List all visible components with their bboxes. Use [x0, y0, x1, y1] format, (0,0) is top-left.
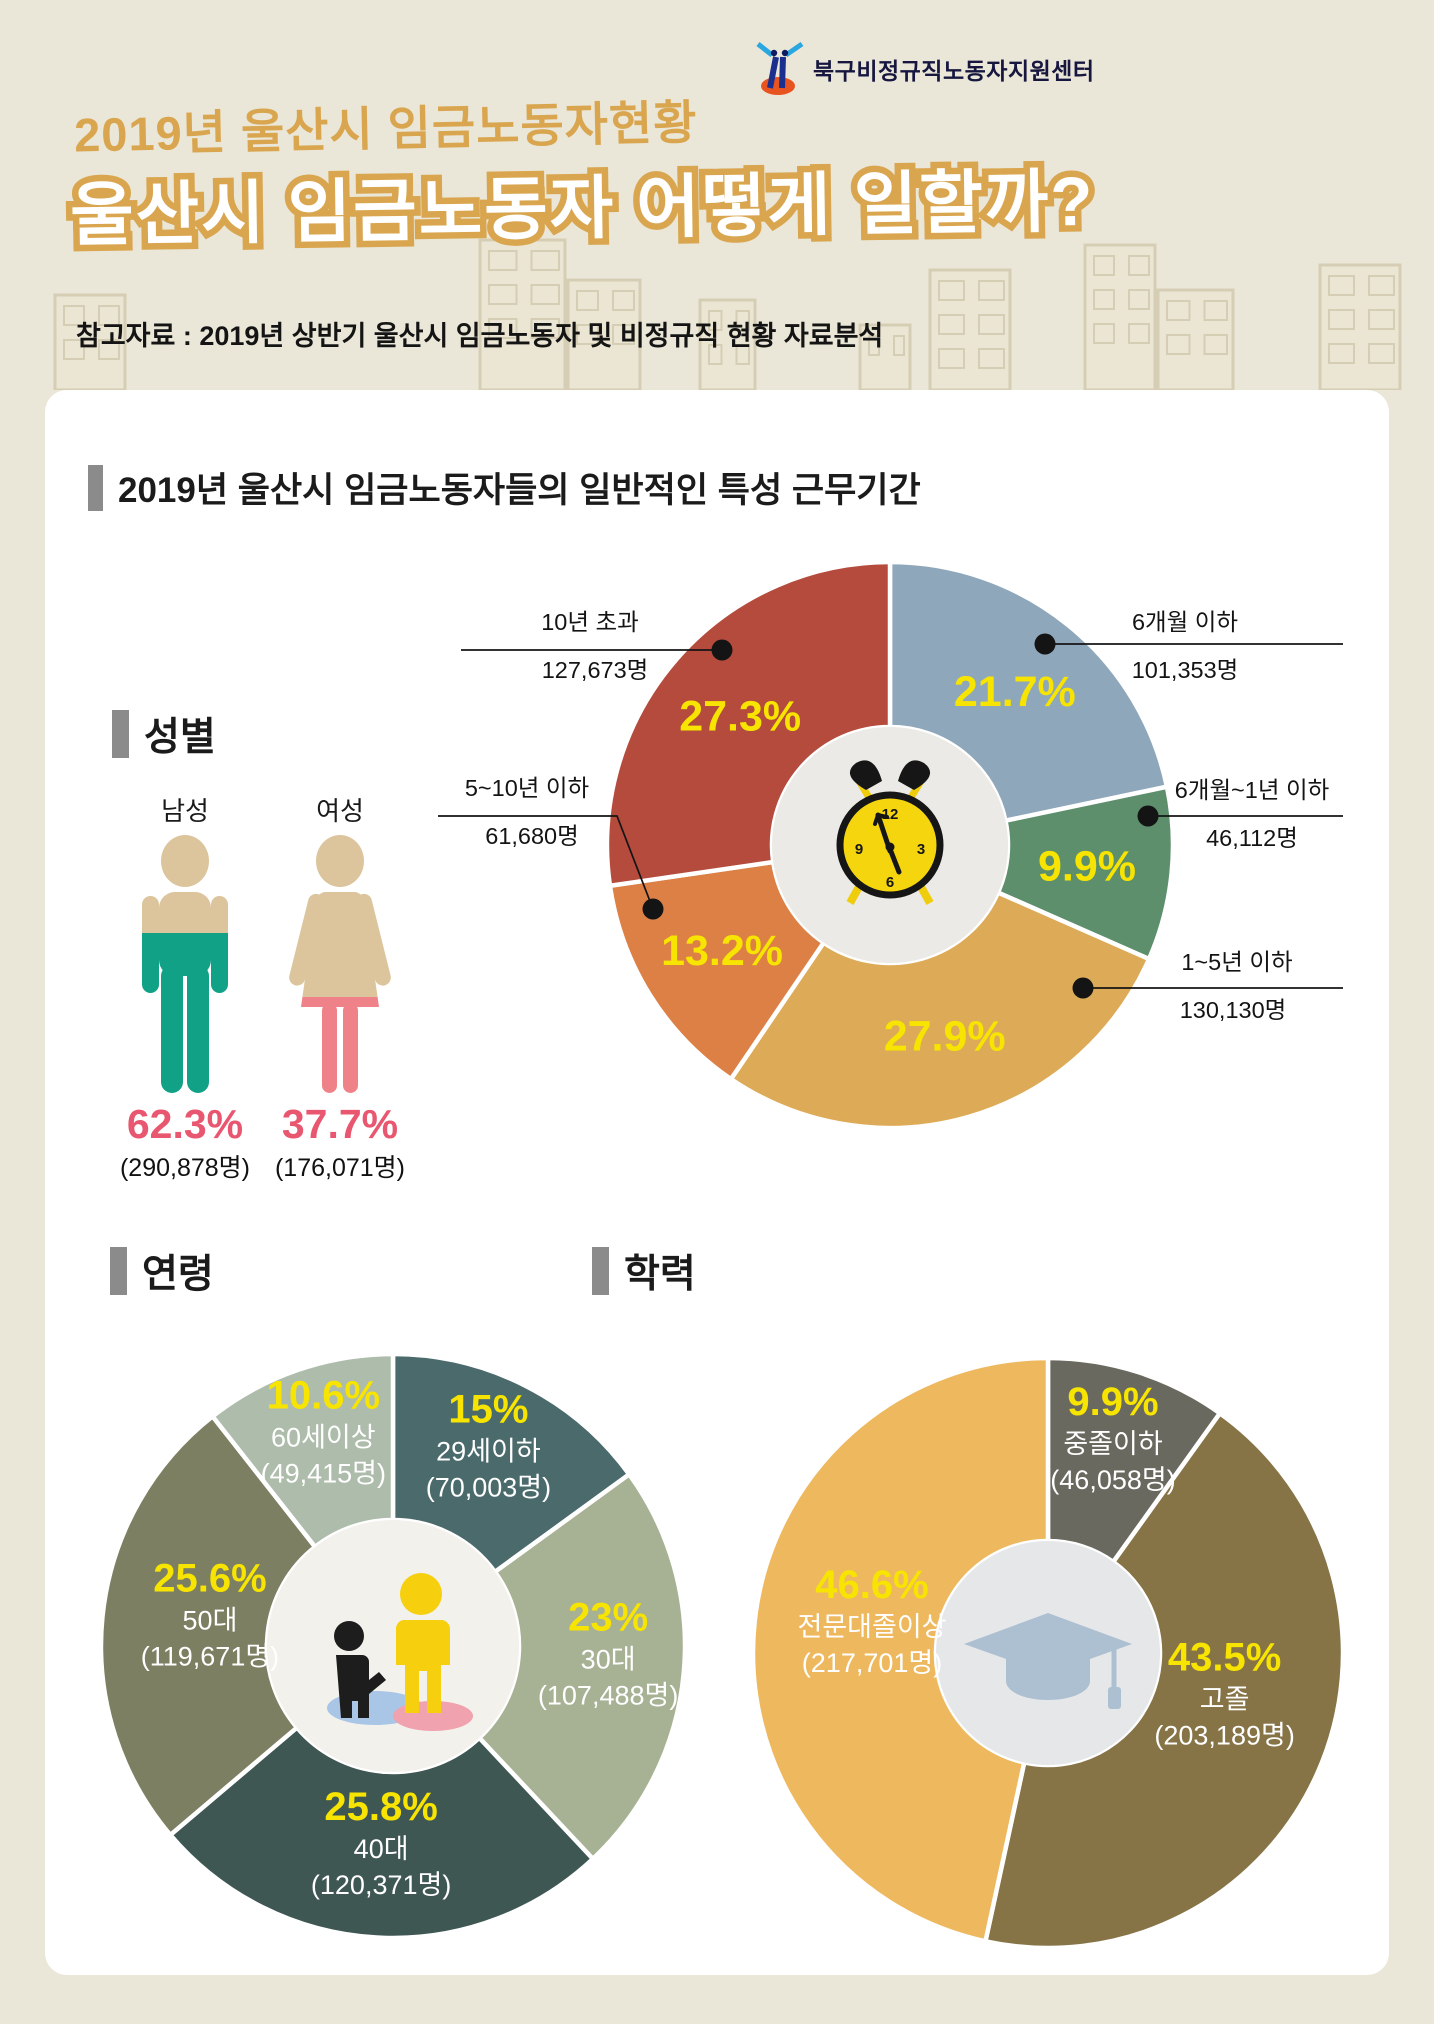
age-pct-2: 25.8%: [324, 1785, 437, 1829]
duration-callout-label-2: 1~5년 이하: [1181, 949, 1292, 975]
duration-callout-label-1: 6개월~1년 이하: [1175, 777, 1330, 803]
duration-callout-label-3: 5~10년 이하: [465, 775, 589, 801]
section-bar-icon: [112, 710, 129, 758]
age-pct-0: 15%: [448, 1388, 528, 1432]
section-bar-icon: [88, 464, 103, 511]
gender-label-1: 여성: [316, 796, 364, 826]
duration-pct-0: 21.7%: [954, 668, 1076, 716]
skyline-building: [1156, 288, 1235, 390]
age-pct-4: 10.6%: [267, 1374, 380, 1418]
skyline-building: [1083, 243, 1157, 390]
age-count-0: (70,003명): [426, 1473, 551, 1503]
gender-pct-1: 37.7%: [282, 1101, 398, 1147]
age-count-3: (119,671명): [141, 1642, 279, 1672]
age-label-2: 40대: [354, 1834, 409, 1864]
duration-callout-dot-2: [1072, 977, 1094, 999]
education-donut-chart: 9.9% 중졸이하 (46,058명) 43.5% 고졸 (203,189명) 46.6% 전…: [750, 1355, 1346, 1951]
section-title-duration-text: 2019년 울산시 임금노동자들의 일반적인 특성 근무기간: [118, 471, 921, 510]
clock-number: 9: [855, 841, 863, 858]
age-label-1: 30대: [581, 1644, 636, 1674]
section-title-gender-text: 성별: [144, 716, 216, 759]
section-title-education-text: 학력: [624, 1253, 696, 1296]
education-pct-2: 46.6%: [815, 1563, 928, 1607]
section-title-age-text: 연령: [142, 1253, 214, 1296]
duration-callout-count-2: 130,130명: [1180, 997, 1287, 1023]
age-count-1: (107,488명): [538, 1680, 678, 1710]
duration-callout-dot-4: [711, 639, 733, 661]
org-logo-text: 북구비정규직노동자지원센터: [813, 58, 1095, 84]
duration-pct-2: 27.9%: [884, 1012, 1006, 1060]
graduation-cap-icon: [964, 1613, 1132, 1709]
duration-pct-4: 27.3%: [679, 692, 801, 740]
section-title-gender: 성별: [112, 706, 216, 762]
duration-callout-count-4: 127,673명: [542, 657, 649, 683]
org-logo: 북구비정규직노동자지원센터: [756, 42, 1095, 96]
age-label-0: 29세이하: [436, 1437, 541, 1467]
page-title: 울산시 임금노동자 어떻게 일할까?: [63, 156, 1101, 260]
education-label-1: 고졸: [1200, 1684, 1250, 1714]
duration-callout-label-0: 6개월 이하: [1132, 609, 1238, 635]
education-label-2: 전문대졸이상: [797, 1612, 946, 1642]
city-skyline-background: [53, 238, 1402, 390]
org-logo-icon: [756, 42, 804, 95]
duration-callout-line-3: [438, 815, 654, 910]
duration-pct-1: 9.9%: [1038, 843, 1136, 891]
education-count-0: (46,058명): [1050, 1465, 1175, 1495]
gender-count-1: (176,071명): [275, 1154, 405, 1182]
duration-callout-dot-1: [1137, 805, 1159, 827]
section-bar-icon: [110, 1247, 127, 1295]
skyline-building: [53, 293, 127, 390]
male-figure-icon: [142, 835, 228, 1093]
duration-donut-chart: 21.7% 9.9% 27.9% 13.2% 27.3% 6개월 이하 101,353명 6개…: [438, 559, 1343, 1131]
duration-callout-dot-3: [642, 898, 664, 920]
skyline-building: [1318, 263, 1402, 390]
age-count-2: (120,371명): [311, 1870, 451, 1900]
gender-count-0: (290,878명): [120, 1154, 250, 1182]
age-pct-1: 23%: [568, 1595, 648, 1639]
duration-callout-label-4: 10년 초과: [541, 609, 639, 635]
section-bar-icon: [592, 1247, 609, 1295]
gender-pct-0: 62.3%: [127, 1101, 243, 1147]
age-label-3: 50대: [183, 1606, 238, 1636]
section-title-duration: 2019년 울산시 임금노동자들의 일반적인 특성 근무기간: [88, 462, 921, 513]
section-title-education: 학력: [592, 1243, 696, 1299]
age-count-4: (49,415명): [261, 1459, 386, 1489]
age-donut-chart: 15% 29세이하 (70,003명) 23% 30대 (107,488명) 25.8% 40…: [98, 1351, 688, 1941]
education-label-0: 중졸이하: [1063, 1429, 1163, 1459]
clock-number: 3: [917, 841, 925, 858]
charts-canvas: 21.7% 9.9% 27.9% 13.2% 27.3% 6개월 이하 101,353명 6개…: [98, 559, 1346, 1951]
gender-label-0: 남성: [161, 796, 209, 826]
duration-pct-3: 13.2%: [661, 927, 783, 975]
skyline-building: [698, 298, 757, 390]
skyline-building: [928, 268, 1012, 390]
age-pct-3: 25.6%: [153, 1557, 266, 1601]
gender-pictogram-chart: 남성 62.3% (290,878명) 여성 37.7% (176,071명): [120, 796, 405, 1182]
reference-note: 참고자료 : 2019년 상반기 울산시 임금노동자 및 비정규직 현황 자료분…: [76, 321, 884, 351]
education-count-2: (217,701명): [802, 1648, 942, 1678]
clock-number: 6: [886, 874, 894, 891]
skyline-building: [566, 278, 642, 390]
skyline-building: [858, 323, 912, 390]
section-title-age: 연령: [110, 1243, 214, 1299]
female-figure-icon: [289, 835, 391, 1093]
duration-callout-count-1: 46,112명: [1206, 825, 1298, 851]
education-pct-1: 43.5%: [1168, 1635, 1281, 1679]
skyline-building: [478, 238, 567, 390]
parent-child-icon: [327, 1573, 473, 1731]
content-card: 2019년 울산시 임금노동자들의 일반적인 특성 근무기간 성별 연령 학력 …: [45, 390, 1389, 1975]
duration-callout-count-0: 101,353명: [1132, 657, 1239, 683]
education-count-1: (203,189명): [1154, 1720, 1294, 1750]
age-label-4: 60세이상: [271, 1423, 376, 1453]
duration-callout-count-3: 61,680명: [485, 823, 579, 849]
duration-callout-dot-0: [1034, 633, 1056, 655]
age-center-circle: [267, 1520, 519, 1772]
education-pct-0: 9.9%: [1067, 1380, 1158, 1424]
